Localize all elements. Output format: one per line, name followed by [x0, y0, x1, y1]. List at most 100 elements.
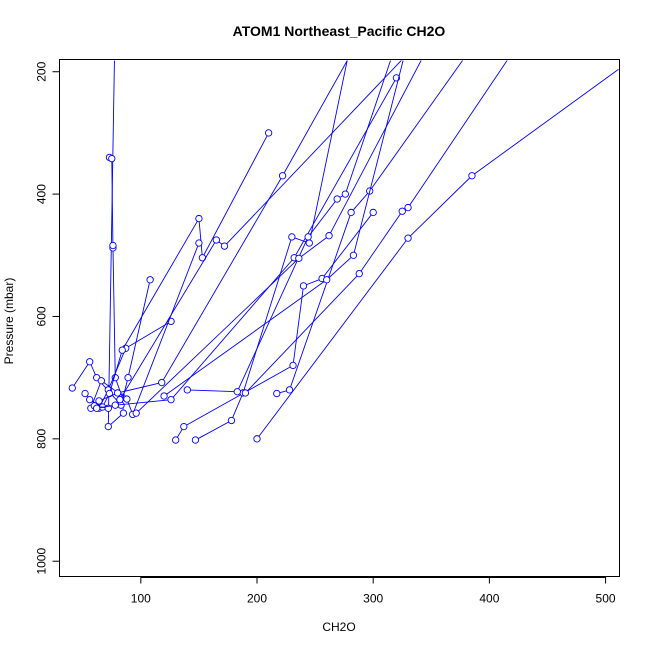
data-point — [304, 233, 312, 241]
series-line-segment — [369, 60, 464, 192]
data-point — [95, 397, 103, 405]
series-line-segment — [308, 60, 348, 244]
series-line-segment — [358, 210, 403, 274]
x-tick-label: 500 — [596, 592, 616, 606]
data-point — [212, 236, 220, 244]
series-line-segment — [121, 218, 200, 351]
series-line-segment — [282, 60, 348, 176]
data-point — [183, 386, 191, 394]
series-7 — [95, 60, 348, 405]
series-line-segment — [353, 60, 404, 256]
series-line-segment — [112, 245, 116, 378]
series-line-segment — [187, 389, 238, 393]
data-point — [220, 242, 229, 250]
data-point — [349, 251, 358, 259]
series-line-segment — [161, 175, 283, 383]
data-point — [347, 208, 355, 217]
series-line-segment — [344, 60, 391, 195]
data-point — [273, 389, 281, 398]
data-point — [323, 276, 331, 284]
data-point — [325, 232, 333, 240]
data-point — [160, 392, 168, 400]
data-point — [116, 396, 124, 404]
series-line-segment — [224, 60, 402, 247]
data-point — [97, 377, 105, 385]
series-line-segment — [125, 320, 172, 349]
y-tick-label: 1000 — [35, 548, 49, 575]
data-point — [167, 396, 175, 404]
data-point — [109, 241, 117, 250]
data-point — [119, 409, 128, 417]
data-point — [113, 389, 122, 397]
series-line-segment — [471, 68, 619, 177]
y-tick-label: 400 — [35, 184, 49, 204]
x-axis-label: CH2O — [322, 620, 355, 634]
data-point — [295, 254, 303, 262]
data-point — [195, 239, 203, 247]
data-point — [108, 154, 116, 163]
series-line-segment — [245, 273, 360, 394]
chart-title: ATOM1 Northeast_Pacific CH2O — [233, 23, 446, 39]
data-point — [118, 346, 126, 354]
data-point — [468, 172, 476, 180]
data-point — [86, 396, 94, 404]
series-line-segment — [127, 279, 151, 378]
series-line-segment — [328, 60, 422, 236]
series-line-segment — [231, 392, 244, 421]
series-13 — [241, 60, 508, 397]
data-point — [93, 404, 101, 412]
series-line-segment — [307, 198, 338, 238]
data-point — [111, 401, 119, 409]
data-point — [289, 361, 297, 370]
y-tick-label: 200 — [35, 61, 49, 81]
series-line-segment — [350, 190, 371, 213]
series-6 — [90, 60, 402, 412]
data-point — [68, 384, 76, 392]
y-axis: 200 400 600 800 1000 — [35, 61, 60, 575]
data-point — [253, 435, 261, 443]
data-point — [355, 269, 363, 278]
series-line-segment — [107, 60, 115, 427]
data-point — [404, 234, 412, 242]
series-14 — [253, 68, 619, 443]
series-line-segment — [195, 420, 232, 441]
series-line-segment — [115, 399, 172, 406]
data-point — [305, 239, 313, 247]
data-point — [333, 195, 341, 203]
x-axis: 100 200 300 400 500 — [131, 576, 616, 606]
data-point — [180, 422, 188, 431]
data-point — [288, 233, 296, 241]
series-line-segment — [292, 285, 304, 366]
data-point — [104, 422, 112, 431]
x-tick-label: 100 — [131, 592, 151, 606]
data-point — [195, 214, 203, 223]
series-line-segment — [298, 235, 330, 259]
series-line-segment — [242, 236, 293, 394]
series-line-segment — [256, 237, 409, 440]
data-point — [341, 190, 349, 198]
y-tick-label: 600 — [35, 306, 49, 326]
series-line-segment — [289, 212, 352, 391]
data-point — [158, 378, 166, 387]
series-line-segment — [135, 258, 300, 414]
data-point — [81, 389, 89, 398]
x-tick-label: 200 — [247, 592, 267, 606]
series-line-segment — [236, 236, 309, 392]
x-tick-label: 300 — [363, 592, 383, 606]
data-point — [172, 436, 180, 444]
data-point — [404, 203, 412, 212]
data-point — [264, 129, 273, 137]
data-point — [278, 172, 287, 180]
series-12 — [273, 60, 464, 398]
series-16 — [160, 60, 404, 400]
data-point — [146, 276, 154, 284]
data-point — [123, 395, 131, 403]
data-point — [285, 386, 294, 394]
data-point — [227, 416, 236, 425]
series-line-segment — [183, 365, 294, 427]
series-line-segment — [326, 254, 354, 281]
y-tick-label: 800 — [35, 429, 49, 449]
data-point — [398, 207, 406, 215]
